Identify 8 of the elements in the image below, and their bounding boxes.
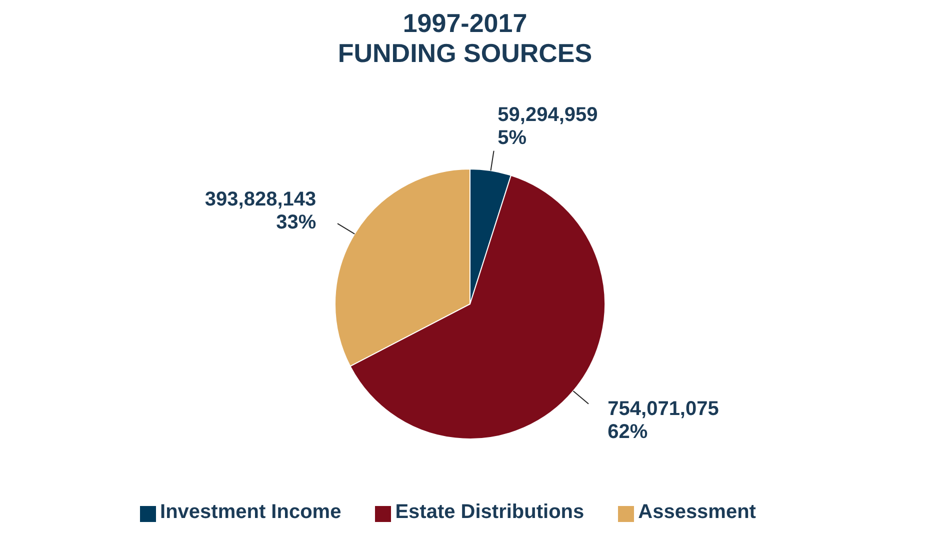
- legend-label: Estate Distributions: [395, 501, 584, 523]
- legend-label: Investment Income: [160, 501, 342, 523]
- data-label: 59,294,959 5%: [498, 104, 598, 150]
- chart-subtitle: FUNDING SOURCES: [336, 38, 594, 68]
- data-label: 393,828,143 33%: [204, 188, 316, 234]
- chart-title: 1997-2017: [402, 8, 528, 38]
- data-label: 754,071,075 62%: [608, 398, 719, 443]
- legend-label: Assessment: [638, 501, 756, 523]
